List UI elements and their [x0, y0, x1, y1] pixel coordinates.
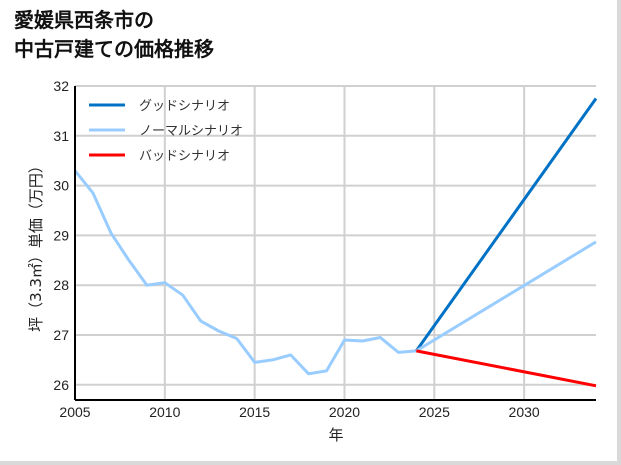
series-line [415, 97, 598, 352]
y-tick-label: 26 [53, 377, 69, 393]
x-tick-label: 2005 [59, 404, 90, 420]
y-tick-label: 32 [53, 78, 69, 94]
series-line [415, 240, 597, 353]
chart-title: 愛媛県西条市の 中古戸建ての価格推移 [14, 6, 214, 64]
chart-title-line2: 中古戸建ての価格推移 [14, 37, 214, 61]
legend-label: ノーマルシナリオ [139, 124, 243, 139]
legend-label: グッドシナリオ [139, 99, 230, 114]
series-line [73, 169, 417, 376]
x-tick-label: 2030 [509, 404, 540, 420]
x-axis-label: 年 [328, 426, 343, 444]
chart-title-line1: 愛媛県西条市の [14, 8, 154, 32]
y-tick-label: 30 [53, 178, 69, 194]
legend-label: バッドシナリオ [139, 149, 230, 164]
y-tick-label: 31 [53, 128, 69, 144]
y-tick-label: 29 [53, 227, 69, 243]
x-tick-label: 2025 [419, 404, 450, 420]
y-axis-label: 坪（3.3㎡）単価（万円） [27, 158, 45, 332]
y-tick-label: 28 [53, 277, 69, 293]
x-tick-label: 2020 [329, 404, 360, 420]
x-tick-label: 2015 [239, 404, 270, 420]
x-tick-label: 2010 [149, 404, 180, 420]
y-tick-label: 27 [53, 327, 69, 343]
series-line [416, 349, 597, 388]
